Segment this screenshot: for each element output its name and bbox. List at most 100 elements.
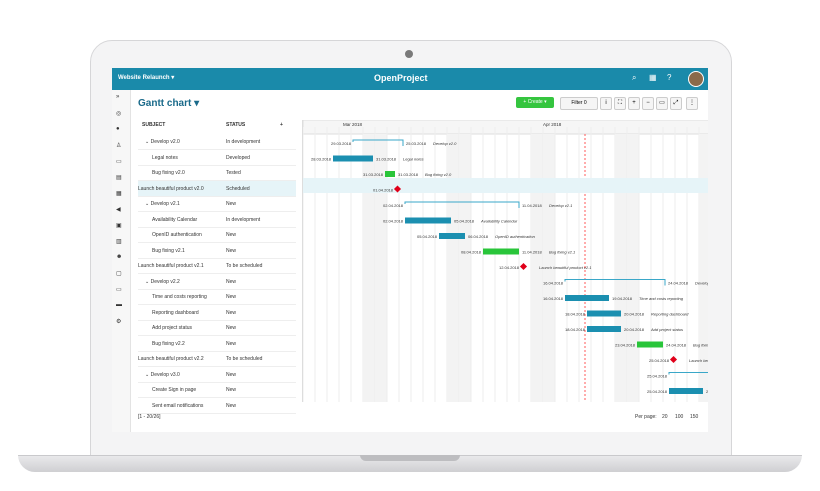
row-status[interactable]: New xyxy=(226,294,237,300)
create-button[interactable]: + Create ▾ xyxy=(516,97,554,108)
row-subject[interactable]: OpenID authentication xyxy=(152,232,202,238)
row-status[interactable]: To be scheduled xyxy=(226,356,263,362)
table-row[interactable]: ⌄ Develop v2.2 New xyxy=(138,274,296,290)
add-column-button[interactable]: + xyxy=(280,122,283,128)
row-subject[interactable]: Bug fixing v2.1 xyxy=(152,247,185,254)
gantt-icon[interactable]: ▤ xyxy=(116,175,122,181)
task-bar xyxy=(669,388,703,394)
row-subject[interactable]: Sent email notifications xyxy=(152,402,204,409)
expand-icon[interactable]: ⛶ xyxy=(614,97,626,110)
more-icon[interactable]: ⋮ xyxy=(686,97,698,110)
table-row[interactable]: Launch beautiful product v2.1 To be sched… xyxy=(138,258,296,274)
calendar-icon[interactable]: ▦ xyxy=(116,191,122,197)
row-status[interactable]: New xyxy=(226,278,237,285)
table-row[interactable]: Sent email notifications New xyxy=(138,398,296,414)
row-status[interactable]: New xyxy=(226,309,237,316)
row-subject[interactable]: ⌄ Develop v3.0 xyxy=(145,371,180,378)
forum-icon[interactable]: ▭ xyxy=(116,287,122,293)
per-page-20[interactable]: 20 xyxy=(662,414,668,420)
table-row[interactable]: Legal notes Developed xyxy=(138,150,296,166)
row-subject[interactable]: Time and costs reporting xyxy=(152,294,207,300)
row-subject[interactable]: Availability Calendar xyxy=(152,216,198,223)
bar-label: Legal notes xyxy=(403,157,424,162)
row-subject[interactable]: Launch beautiful product v2.0 xyxy=(138,185,204,192)
tag-icon[interactable]: ● xyxy=(116,126,120,132)
task-bar xyxy=(587,310,621,317)
weekend-band xyxy=(627,134,639,402)
weekend-band xyxy=(375,134,387,402)
settings-icon[interactable]: ⚙ xyxy=(116,319,122,325)
row-subject[interactable]: ⌄ Develop v2.2 xyxy=(145,278,180,285)
row-status[interactable]: New xyxy=(226,201,237,207)
news-icon[interactable]: ◀ xyxy=(116,207,121,213)
row-subject[interactable]: Launch beautiful product v2.1 xyxy=(138,263,204,269)
table-row[interactable]: Time and costs reporting New xyxy=(138,289,296,305)
row-status[interactable]: Scheduled xyxy=(226,185,250,192)
page-title[interactable]: Gantt chart ▾ xyxy=(138,98,200,109)
row-status[interactable]: New xyxy=(226,402,237,409)
book-icon[interactable]: ▣ xyxy=(116,223,122,229)
table-row[interactable]: Launch beautiful product v2.0 Scheduled xyxy=(138,180,296,197)
collapse-icon[interactable]: » xyxy=(116,94,120,100)
row-status[interactable]: Developed xyxy=(226,154,250,161)
row-status[interactable]: New xyxy=(226,371,237,378)
help-icon[interactable]: ? xyxy=(667,73,672,82)
row-subject[interactable]: Create Sign in page xyxy=(152,387,197,393)
table-row[interactable]: Availability Calendar In development xyxy=(138,212,296,228)
row-subject[interactable]: Bug fixing v2.0 xyxy=(152,170,185,176)
row-status[interactable]: New xyxy=(226,387,237,393)
row-status[interactable]: Tested xyxy=(226,170,241,176)
row-subject[interactable]: ⌄ Develop v2.0 xyxy=(145,139,180,145)
hierarchy-icon[interactable]: ♙ xyxy=(116,143,122,149)
row-subject[interactable]: Reporting dashboard xyxy=(152,309,199,316)
table-row[interactable]: Reporting dashboard New xyxy=(138,305,296,321)
table-row[interactable]: Bug fixing v2.2 New xyxy=(138,336,296,352)
row-status[interactable]: New xyxy=(226,247,237,254)
row-subject[interactable]: Legal notes xyxy=(152,154,178,161)
subject-header[interactable]: SUBJECT xyxy=(142,122,166,128)
row-subject[interactable]: Bug fixing v2.2 xyxy=(152,340,185,347)
wiki-icon[interactable]: ▥ xyxy=(116,239,122,245)
row-status[interactable]: New xyxy=(226,340,237,347)
avatar[interactable] xyxy=(688,71,704,87)
search-icon[interactable]: ⌕ xyxy=(632,73,637,82)
bar-end-date: 06.04.2018 xyxy=(468,234,489,239)
row-status[interactable]: New xyxy=(226,325,237,331)
zoom-in-icon[interactable]: + xyxy=(628,97,640,110)
project-selector[interactable]: Website Relaunch ▾ xyxy=(118,75,175,81)
per-page-100[interactable]: 100 xyxy=(675,414,684,420)
board-icon[interactable]: ▭ xyxy=(116,159,122,165)
table-row[interactable]: OpenID authentication New xyxy=(138,227,296,243)
fit-icon[interactable]: ▭ xyxy=(656,97,668,110)
table-row[interactable]: Launch beautiful product v2.2 To be sched… xyxy=(138,351,296,367)
members-icon[interactable]: ☻ xyxy=(116,254,123,260)
info-icon[interactable]: i xyxy=(600,97,612,110)
filter-button[interactable]: Filter 0 xyxy=(560,97,598,110)
row-status[interactable]: In development xyxy=(226,216,261,223)
table-row[interactable]: ⌄ Develop v3.0 New xyxy=(138,367,296,383)
status-header[interactable]: STATUS xyxy=(226,122,246,128)
overview-icon[interactable]: ◎ xyxy=(116,111,122,117)
row-subject[interactable]: ⌄ Develop v2.1 xyxy=(145,201,180,207)
month-label: Mar 2018 xyxy=(343,122,363,127)
fullscreen-icon[interactable]: ⤢ xyxy=(670,97,682,110)
table-row[interactable]: Bug fixing v2.1 New xyxy=(138,243,296,259)
row-subject[interactable]: Add project status xyxy=(152,325,193,331)
table-row[interactable]: Create Sign in page New xyxy=(138,382,296,398)
row-status[interactable]: To be scheduled xyxy=(226,263,263,269)
row-subject[interactable]: Launch beautiful product v2.2 xyxy=(138,356,204,362)
row-status[interactable]: In development xyxy=(226,139,261,145)
table-row[interactable]: Add project status New xyxy=(138,320,296,336)
budget-icon[interactable]: ▢ xyxy=(116,271,122,277)
table-row[interactable]: ⌄ Develop v2.0 In development xyxy=(138,134,296,150)
highlight-row xyxy=(303,178,708,193)
modules-icon[interactable]: ▦ xyxy=(649,73,657,82)
bar-label: Launch beautiful product v2.1 xyxy=(539,265,591,270)
gantt-header xyxy=(303,120,708,135)
zoom-out-icon[interactable]: − xyxy=(642,97,654,110)
table-row[interactable]: ⌄ Develop v2.1 New xyxy=(138,196,296,212)
table-row[interactable]: Bug fixing v2.0 Tested xyxy=(138,165,296,181)
cost-icon[interactable]: ▬ xyxy=(116,302,122,308)
row-status[interactable]: New xyxy=(226,232,237,238)
per-page-150[interactable]: 150 xyxy=(690,414,699,420)
